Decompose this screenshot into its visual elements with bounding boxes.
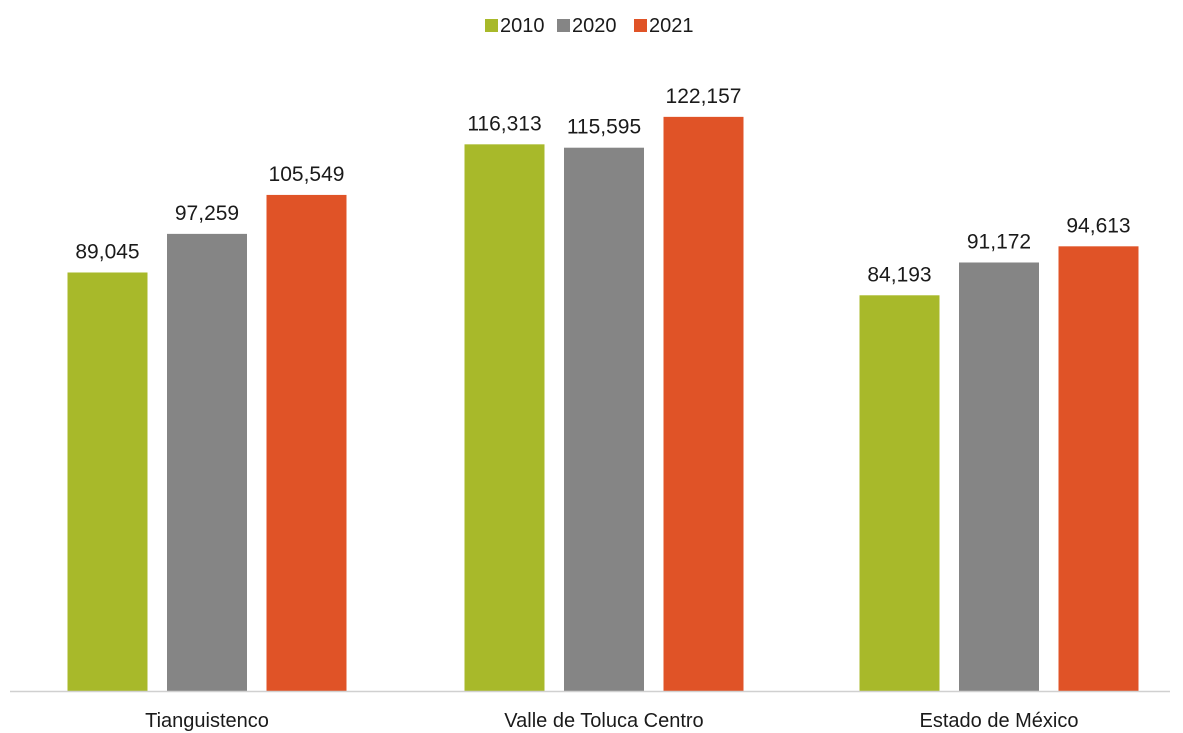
x-axis-tick-labels: Tianguistenco Valle de Toluca Centro Estad… [145, 710, 1078, 732]
legend: 2010 2020 2021 [485, 15, 694, 37]
data-label-2021-1: 122,157 [666, 85, 742, 108]
data-label-2020-1: 115,595 [567, 116, 641, 139]
data-label-2020-2: 91,172 [967, 230, 1031, 253]
data-label-2010-0: 89,045 [75, 240, 139, 263]
bar-2021-1 [663, 116, 744, 691]
data-label-2010-1: 116,313 [467, 112, 541, 135]
legend-swatch-2020 [557, 19, 570, 32]
bar-2010-1 [464, 144, 545, 691]
bar-2021-0 [266, 194, 347, 692]
x-tick-label-0: Tianguistenco [145, 710, 269, 732]
x-tick-label-1: Valle de Toluca Centro [504, 710, 703, 732]
bar-2020-0 [167, 233, 247, 692]
data-label-2020-0: 97,259 [175, 202, 239, 225]
data-label-2021-2: 94,613 [1066, 214, 1130, 237]
data-label-2021-0: 105,549 [269, 163, 345, 186]
legend-swatch-2021 [634, 19, 647, 32]
bar-2020-1 [564, 147, 644, 692]
bar-2010-0 [67, 272, 148, 691]
bar-2020-2 [959, 262, 1039, 691]
legend-label-2010: 2010 [500, 15, 545, 37]
legend-item-2010: 2010 [485, 15, 545, 37]
data-label-2010-2: 84,193 [867, 263, 931, 286]
x-tick-label-2: Estado de México [920, 710, 1079, 732]
legend-label-2020: 2020 [572, 15, 617, 37]
legend-swatch-2010 [485, 19, 498, 32]
legend-label-2021: 2021 [649, 15, 694, 37]
bar-2021-2 [1058, 246, 1139, 691]
data-labels: 89,045 97,259 105,549 116,313 115,595 122,157… [75, 85, 1130, 286]
legend-item-2021: 2021 [634, 15, 694, 37]
bar-2010-2 [859, 295, 940, 691]
bars [67, 116, 1139, 692]
legend-item-2020: 2020 [557, 15, 617, 37]
